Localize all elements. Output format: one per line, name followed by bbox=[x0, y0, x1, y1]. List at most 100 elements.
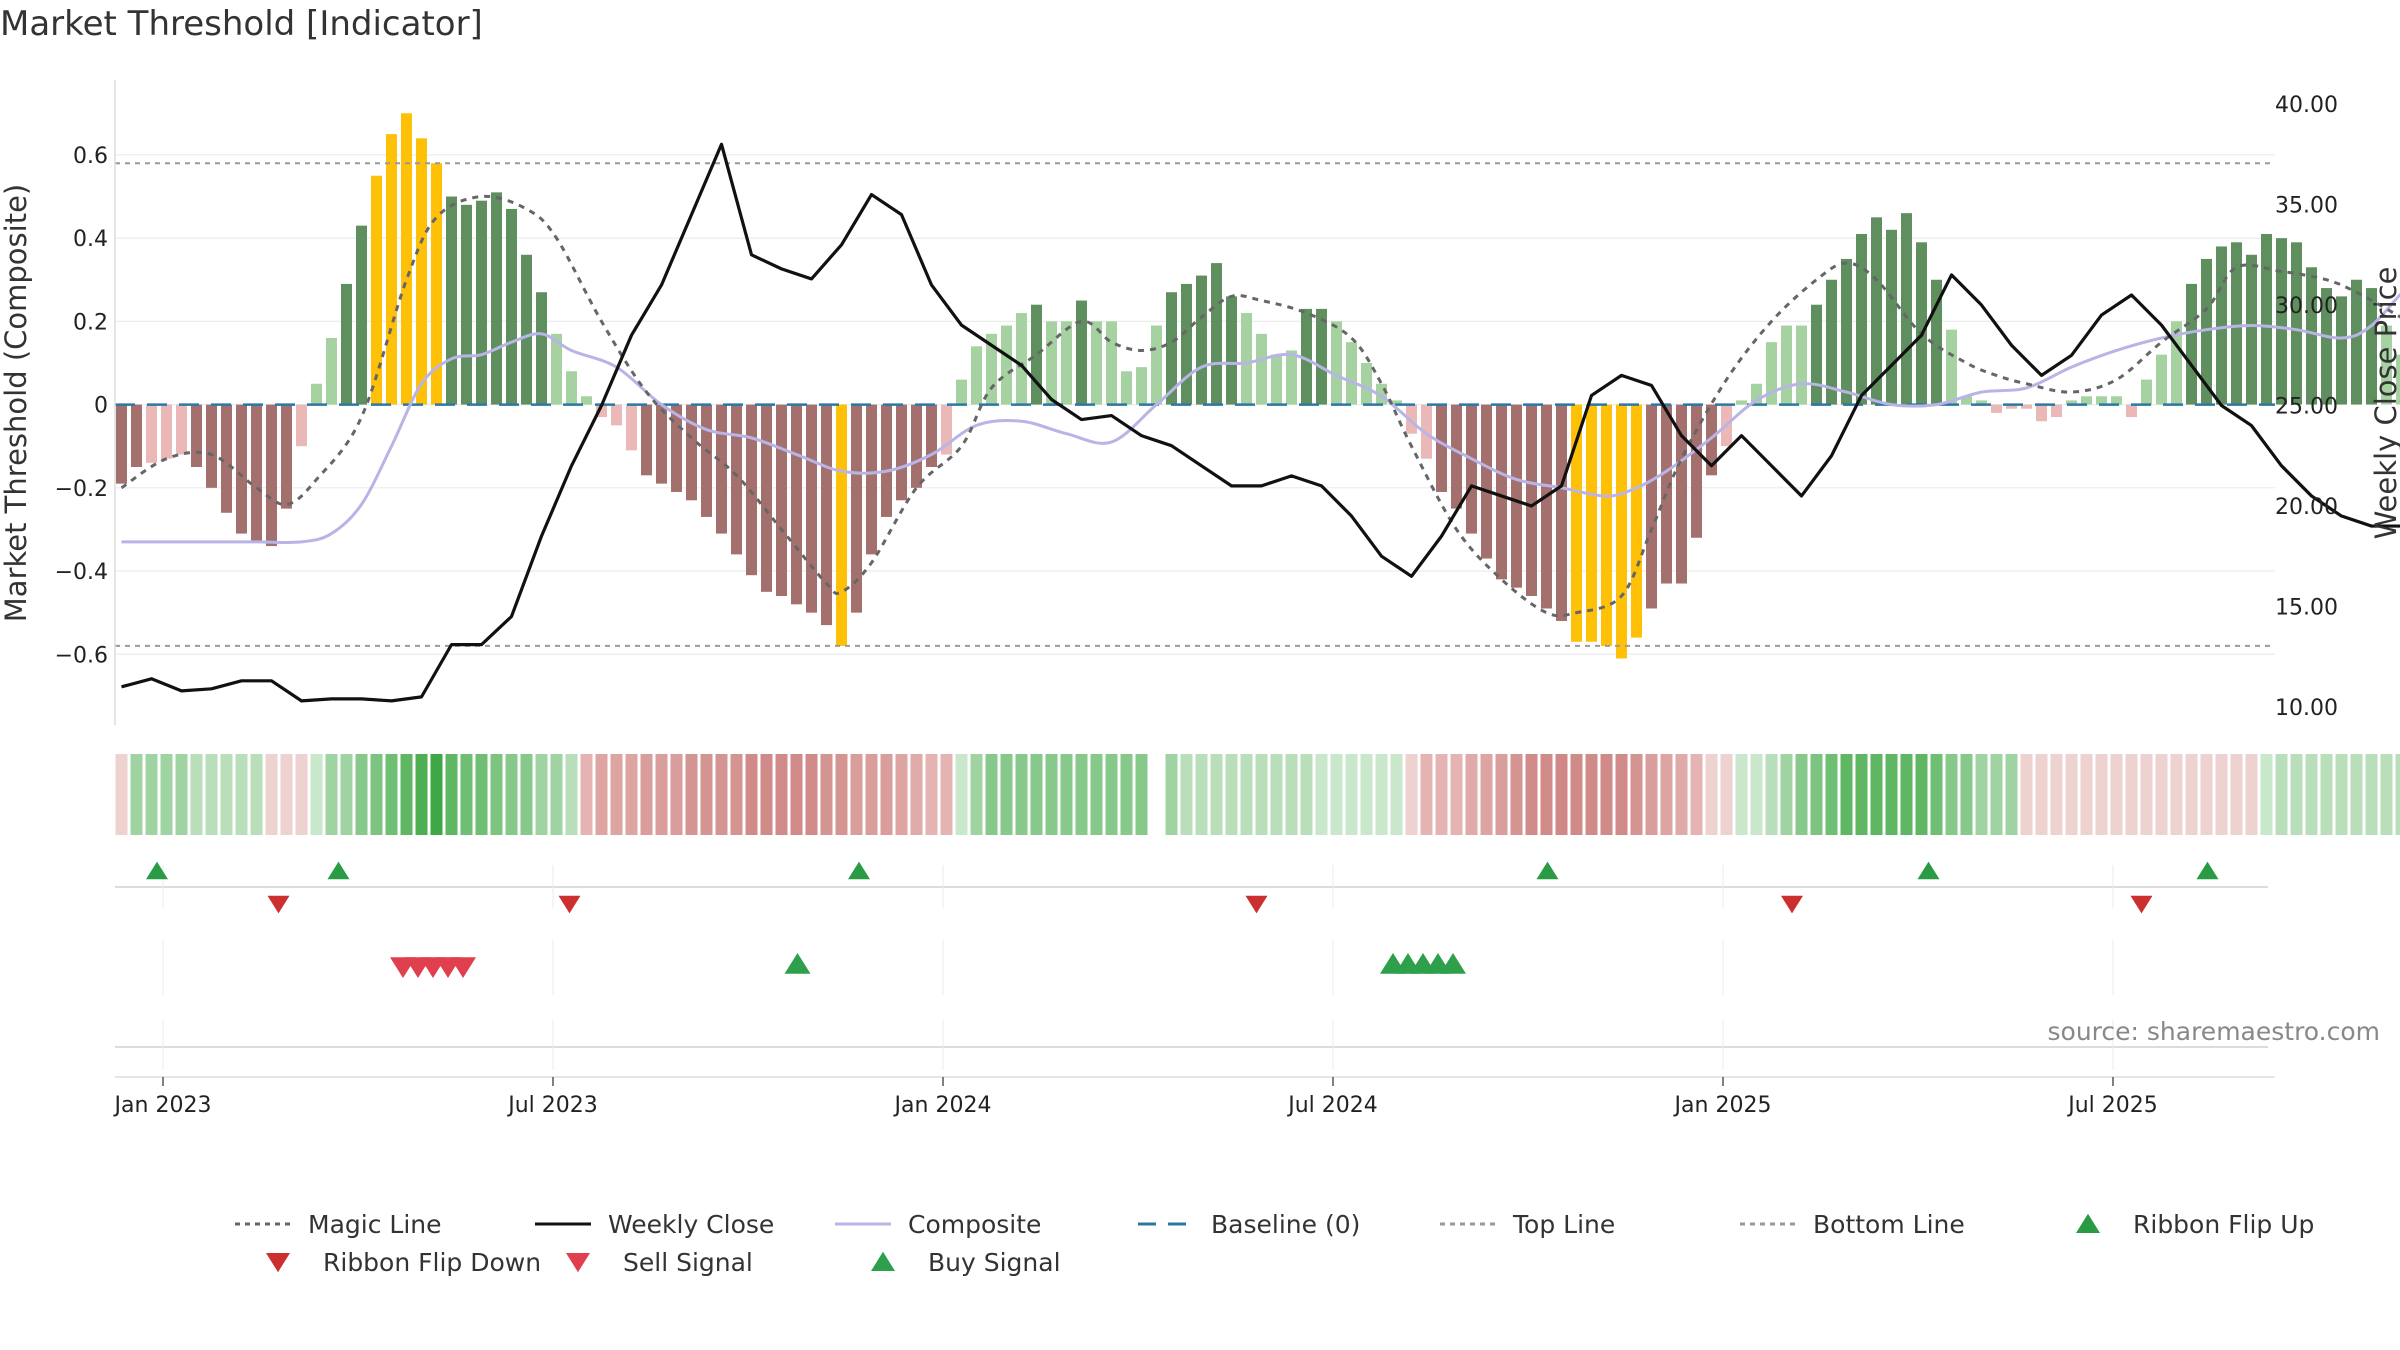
composite-bar bbox=[1346, 342, 1357, 405]
composite-bar bbox=[1646, 404, 1657, 609]
ribbon-cell bbox=[1870, 754, 1883, 835]
ribbon-flip-up-marker bbox=[327, 861, 350, 880]
composite-bars bbox=[116, 113, 2400, 659]
ribbon-cell bbox=[1180, 754, 1193, 835]
ribbon-cell bbox=[940, 754, 953, 835]
ribbon-cell bbox=[1390, 754, 1403, 835]
ribbon-cell bbox=[1015, 754, 1028, 835]
composite-bar bbox=[2126, 404, 2137, 418]
ribbon-cell bbox=[220, 754, 233, 835]
legend-label: Weekly Close bbox=[608, 1210, 774, 1239]
composite-bar bbox=[446, 196, 457, 405]
ribbon-cell bbox=[400, 754, 413, 835]
ribbon-cell bbox=[505, 754, 518, 835]
ribbon-cell bbox=[355, 754, 368, 835]
x-tick-label: Jan 2023 bbox=[113, 1093, 212, 1118]
composite-bar bbox=[2081, 396, 2092, 405]
composite-bar bbox=[1121, 371, 1132, 405]
composite-bar bbox=[2036, 404, 2047, 422]
ribbon-cell bbox=[1690, 754, 1703, 835]
composite-bar bbox=[1181, 283, 1192, 405]
composite-bar bbox=[2006, 404, 2017, 409]
legend-entry: Sell Signal bbox=[566, 1248, 753, 1277]
right-axis-label: Weekly Close Price bbox=[2369, 267, 2400, 540]
ribbon-cell bbox=[1480, 754, 1493, 835]
ribbon-cell bbox=[535, 754, 548, 835]
ribbon-cell bbox=[2290, 754, 2303, 835]
ribbon-cell bbox=[955, 754, 968, 835]
right-tick-label: 40.00 bbox=[2275, 93, 2338, 118]
composite-bar bbox=[776, 404, 787, 596]
x-tick-label: Jul 2023 bbox=[506, 1093, 598, 1118]
composite-bar bbox=[371, 175, 382, 405]
ribbon-flip-down-marker bbox=[2130, 895, 2153, 914]
ribbon-cell bbox=[2065, 754, 2078, 835]
composite-bar bbox=[1316, 308, 1327, 405]
ribbon-cell bbox=[820, 754, 833, 835]
ribbon-cell bbox=[1540, 754, 1553, 835]
composite-bar bbox=[1421, 404, 1432, 459]
ribbon-cell bbox=[895, 754, 908, 835]
legend-entry: Magic Line bbox=[235, 1210, 442, 1239]
ribbon-cell bbox=[1570, 754, 1583, 835]
ribbon-cell bbox=[1615, 754, 1628, 835]
composite-bar bbox=[1451, 404, 1462, 509]
x-tick-label: Jan 2024 bbox=[893, 1093, 992, 1118]
composite-bar bbox=[206, 404, 217, 488]
composite-bar bbox=[1166, 292, 1177, 405]
ribbon-cell bbox=[1285, 754, 1298, 835]
ribbon-cell bbox=[2380, 754, 2393, 835]
ribbon-cell bbox=[385, 754, 398, 835]
right-axis: 40.00 35.00 30.00 25.00 20.00 15.00 10.00 bbox=[2275, 93, 2338, 721]
ribbon-cell bbox=[175, 754, 188, 835]
composite-bar bbox=[1106, 321, 1117, 405]
ribbon-cell bbox=[235, 754, 248, 835]
left-tick-label: 0.4 bbox=[73, 227, 108, 252]
ribbon-cell bbox=[1240, 754, 1253, 835]
legend-entry: Top Line bbox=[1440, 1210, 1615, 1239]
x-axis: Jan 2023 Jul 2023 Jan 2024 Jul 2024 Jan 2025… bbox=[113, 1076, 2275, 1118]
composite-bar bbox=[761, 404, 772, 592]
composite-bar bbox=[341, 283, 352, 405]
composite-bar bbox=[2141, 379, 2152, 405]
ribbon-cell bbox=[1735, 754, 1748, 835]
composite-bar bbox=[866, 404, 877, 555]
composite-bar bbox=[296, 404, 307, 447]
ribbon-cell bbox=[910, 754, 923, 835]
ribbon-cell bbox=[2335, 754, 2348, 835]
ribbon-cell bbox=[130, 754, 143, 835]
ribbon-cell bbox=[1675, 754, 1688, 835]
legend-label: Sell Signal bbox=[623, 1248, 753, 1277]
ribbon-cell bbox=[2305, 754, 2318, 835]
composite-bar bbox=[1031, 304, 1042, 405]
ribbon-cell bbox=[805, 754, 818, 835]
composite-bar bbox=[896, 404, 907, 501]
composite-bar bbox=[626, 404, 637, 451]
ribbon-cell bbox=[580, 754, 593, 835]
composite-bar bbox=[386, 134, 397, 405]
composite-bar bbox=[2051, 404, 2062, 418]
composite-bar bbox=[671, 404, 682, 492]
legend-label: Top Line bbox=[1512, 1210, 1615, 1239]
ribbon-cell bbox=[1705, 754, 1718, 835]
legend-entry: Buy Signal bbox=[871, 1248, 1061, 1277]
legend-label: Composite bbox=[908, 1210, 1041, 1239]
composite-bar bbox=[461, 204, 472, 405]
ribbon-flip-down-marker bbox=[267, 895, 290, 914]
composite-bar bbox=[266, 404, 277, 547]
composite-bar bbox=[716, 404, 727, 534]
composite-bar bbox=[1571, 404, 1582, 642]
ribbon-cell bbox=[190, 754, 203, 835]
ribbon-flip-down-marker bbox=[1245, 895, 1268, 914]
legend-entry: Composite bbox=[835, 1210, 1041, 1239]
ribbon-cell bbox=[160, 754, 173, 835]
composite-bar bbox=[1061, 321, 1072, 405]
composite-bar bbox=[2201, 258, 2212, 405]
composite-bar bbox=[1286, 350, 1297, 405]
composite-bar bbox=[1211, 263, 1222, 405]
ribbon-cell bbox=[445, 754, 458, 835]
legend-label: Magic Line bbox=[308, 1210, 442, 1239]
composite-bar bbox=[2336, 296, 2347, 405]
composite-bar bbox=[941, 404, 952, 455]
